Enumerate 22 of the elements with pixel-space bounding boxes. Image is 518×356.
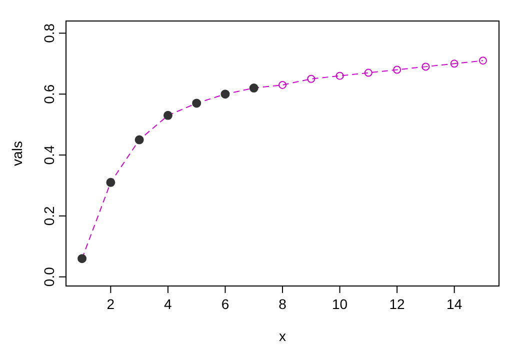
point — [478, 56, 487, 65]
x-tick-label: 12 — [389, 296, 406, 312]
x-tick-label: 14 — [446, 296, 462, 312]
point — [450, 60, 458, 68]
point — [364, 68, 372, 77]
point — [307, 74, 316, 83]
y-tick-label: 0.8 — [41, 23, 57, 43]
point — [278, 80, 286, 89]
y-tick-label: 0.0 — [41, 266, 57, 287]
point — [422, 62, 430, 71]
y-tick-label: 0.4 — [41, 145, 57, 165]
x-axis-title: x — [279, 328, 286, 344]
y-axis-title: vals — [9, 141, 25, 166]
y-tick-label: 0.2 — [41, 206, 57, 226]
x-tick-label: 4 — [164, 296, 172, 312]
x-tick-label: 10 — [332, 296, 348, 312]
x-tick-label: 6 — [221, 296, 230, 312]
point — [336, 72, 344, 80]
y-tick-label: 0.6 — [41, 84, 57, 104]
x-tick-label: 2 — [106, 296, 115, 312]
x-tick-label: 8 — [278, 296, 287, 312]
point — [393, 66, 402, 74]
